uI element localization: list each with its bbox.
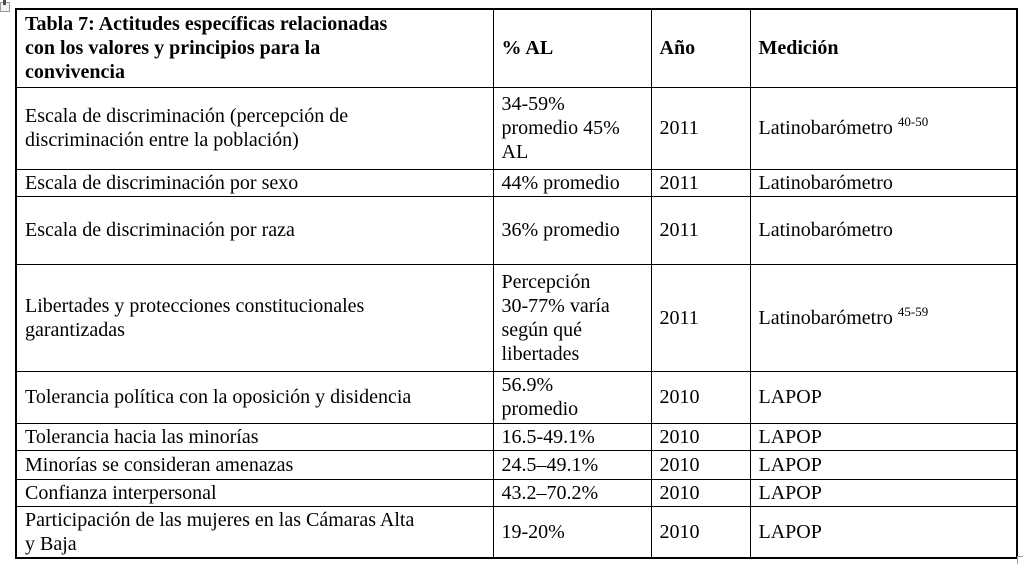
cell-indicator: Minorías se consideran amenazas xyxy=(15,449,494,480)
header-cell-source: Medición xyxy=(749,8,1018,88)
cell-pct: 44% promedio xyxy=(492,168,652,197)
source-text: Latinobarómetro xyxy=(758,171,893,194)
table-row: Tolerancia política con la oposición y d… xyxy=(15,370,1018,424)
cell-year: 2011 xyxy=(650,168,751,197)
attitudes-table: Tabla 7: Actitudes específicas relaciona… xyxy=(15,8,1018,559)
source-text: Latinobarómetro xyxy=(758,219,893,241)
cell-year: 2010 xyxy=(650,449,751,480)
cell-indicator: Escala de discriminación (percepción de … xyxy=(15,86,494,170)
cell-year: 2011 xyxy=(650,195,751,265)
cell-pct: 24.5–49.1% xyxy=(492,449,652,480)
cell-source: Latinobarómetro 45-59 xyxy=(749,263,1018,372)
table-row: Tolerancia hacia las minorías 16.5-49.1%… xyxy=(15,422,1018,451)
cell-year: 2011 xyxy=(650,263,751,372)
table-row: Escala de discriminación por raza 36% pr… xyxy=(15,195,1018,265)
source-text: LAPOP xyxy=(758,520,822,543)
cell-source: LAPOP xyxy=(749,449,1018,480)
cell-pct: 34-59% promedio 45% AL xyxy=(492,86,652,170)
cell-pct: 36% promedio xyxy=(492,195,652,265)
cell-year: 2010 xyxy=(650,478,751,507)
source-text: Latinobarómetro xyxy=(758,306,893,329)
cell-indicator: Escala de discriminación por raza xyxy=(15,195,494,265)
source-text: Latinobarómetro xyxy=(758,117,893,139)
header-row: Tabla 7: Actitudes específicas relaciona… xyxy=(15,8,1018,88)
source-text: LAPOP xyxy=(758,481,822,504)
source-superscript: 45-59 xyxy=(897,303,929,319)
table-row: Participación de las mujeres en las Cáma… xyxy=(15,505,1018,558)
cell-pct: 43.2–70.2% xyxy=(492,478,652,507)
cell-source: Latinobarómetro 40-50 xyxy=(749,86,1018,170)
cell-indicator: Confianza interpersonal xyxy=(15,478,494,507)
cell-source: LAPOP xyxy=(749,422,1018,451)
cell-indicator: Participación de las mujeres en las Cáma… xyxy=(15,505,494,558)
cell-pct: 19-20% xyxy=(492,505,652,558)
source-text: LAPOP xyxy=(758,453,822,476)
table-row: Libertades y protecciones constitucional… xyxy=(15,263,1018,372)
table-row: Escala de discriminación por sexo 44% pr… xyxy=(15,168,1018,197)
table-row: Minorías se consideran amenazas 24.5–49.… xyxy=(15,449,1018,480)
cell-year: 2010 xyxy=(650,505,751,558)
source-superscript: 40-50 xyxy=(897,114,929,130)
cell-indicator: Libertades y protecciones constitucional… xyxy=(15,263,494,372)
table-body: Escala de discriminación (percepción de … xyxy=(15,86,1018,558)
cell-indicator: Escala de discriminación por sexo xyxy=(15,168,494,197)
header-cell-pct: % AL xyxy=(492,8,652,88)
cell-source: Latinobarómetro xyxy=(749,168,1018,197)
cell-pct: Percepción 30-77% varía según qué libert… xyxy=(492,263,652,372)
cell-source: LAPOP xyxy=(749,370,1018,424)
move-handle-cross-fragment xyxy=(3,0,6,5)
cell-indicator: Tolerancia política con la oposición y d… xyxy=(15,370,494,424)
cell-year: 2010 xyxy=(650,422,751,451)
cell-year: 2010 xyxy=(650,370,751,424)
table-header: Tabla 7: Actitudes específicas relaciona… xyxy=(15,8,1018,88)
table-row: Escala de discriminación (percepción de … xyxy=(15,86,1018,170)
table-resize-handle-icon[interactable] xyxy=(1017,556,1023,564)
source-text: LAPOP xyxy=(758,425,822,448)
table-move-handle-icon[interactable] xyxy=(0,0,14,13)
source-text: LAPOP xyxy=(758,386,822,408)
header-cell-title: Tabla 7: Actitudes específicas relaciona… xyxy=(15,8,494,88)
cell-indicator: Tolerancia hacia las minorías xyxy=(15,422,494,451)
cell-pct: 56.9% promedio xyxy=(492,370,652,424)
cell-source: LAPOP xyxy=(749,505,1018,558)
cell-pct: 16.5-49.1% xyxy=(492,422,652,451)
cell-year: 2011 xyxy=(650,86,751,170)
cell-source: LAPOP xyxy=(749,478,1018,507)
table-row: Confianza interpersonal 43.2–70.2% 2010 … xyxy=(15,478,1018,507)
header-cell-year: Año xyxy=(650,8,751,88)
cell-source: Latinobarómetro xyxy=(749,195,1018,265)
